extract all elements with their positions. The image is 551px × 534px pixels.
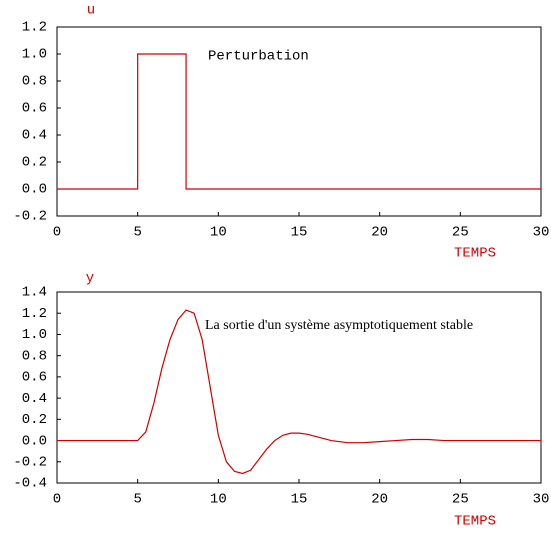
x-tick-label: 5 bbox=[133, 492, 141, 508]
y-tick-label: 0.8 bbox=[22, 348, 47, 364]
annotation: Perturbation bbox=[208, 49, 309, 65]
y-tick-label: 0.4 bbox=[22, 391, 47, 407]
x-tick-label: 10 bbox=[210, 492, 227, 508]
data-line bbox=[57, 309, 541, 475]
x-tick-label: 30 bbox=[533, 225, 550, 241]
y-tick-label: 0.8 bbox=[22, 74, 47, 90]
y-tick-label: 0.2 bbox=[22, 155, 47, 171]
x-axis-label: TEMPS bbox=[454, 514, 496, 530]
x-tick-label: 20 bbox=[371, 492, 388, 508]
x-tick-label: 30 bbox=[533, 492, 550, 508]
x-tick-label: 20 bbox=[371, 225, 388, 241]
y-tick-label: 1.2 bbox=[22, 20, 47, 36]
x-tick-label: 25 bbox=[452, 492, 469, 508]
y-tick-label: 1.0 bbox=[22, 47, 47, 63]
data-line bbox=[57, 53, 541, 190]
y-tick-label: -0.4 bbox=[13, 476, 47, 492]
y-tick-label: 1.2 bbox=[22, 306, 47, 322]
x-tick-label: 10 bbox=[210, 225, 227, 241]
y-tick-label: 0.4 bbox=[22, 128, 47, 144]
x-tick-label: 0 bbox=[53, 492, 61, 508]
y-tick-label: 1.4 bbox=[22, 285, 47, 301]
y-tick-label: 0.6 bbox=[22, 370, 47, 386]
x-tick-label: 0 bbox=[53, 225, 61, 241]
y-axis-label: y bbox=[86, 271, 94, 287]
y-tick-label: 0.2 bbox=[22, 412, 47, 428]
x-tick-label: 5 bbox=[133, 225, 141, 241]
y-tick-label: 0.0 bbox=[22, 182, 47, 198]
x-axis-label: TEMPS bbox=[454, 246, 496, 262]
y-tick-label: -0.2 bbox=[13, 454, 47, 470]
annotation: La sortie d'un système asymptotiquement … bbox=[205, 318, 473, 333]
y-axis-label: u bbox=[87, 3, 95, 19]
y-tick-label: 0.0 bbox=[22, 433, 47, 449]
y-tick-label: 0.6 bbox=[22, 101, 47, 117]
y-tick-label: -0.2 bbox=[13, 209, 47, 225]
x-tick-label: 15 bbox=[291, 492, 308, 508]
x-tick-label: 25 bbox=[452, 225, 469, 241]
x-tick-label: 15 bbox=[291, 225, 308, 241]
y-tick-label: 1.0 bbox=[22, 327, 47, 343]
